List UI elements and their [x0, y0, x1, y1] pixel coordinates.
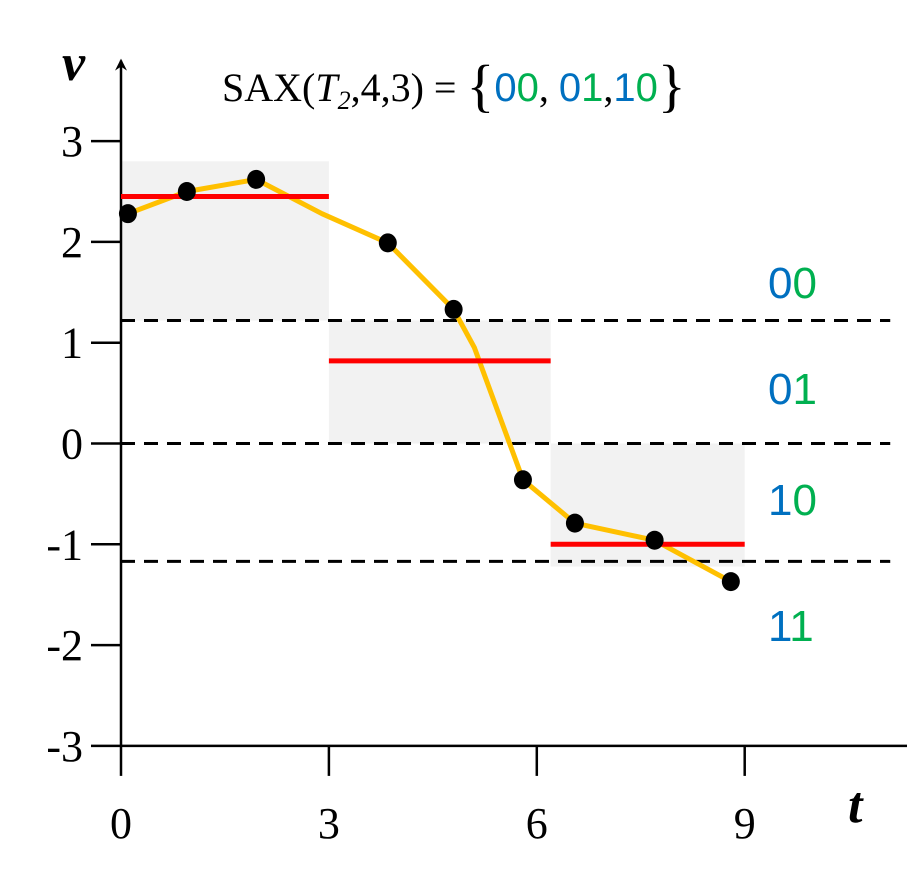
data-point-6: [566, 514, 584, 533]
region-label-00: 00: [768, 259, 817, 308]
region-label-bit: 1: [792, 365, 816, 414]
title-open-brace: {: [466, 53, 494, 118]
x-tick-label-0: 0: [110, 799, 132, 848]
y-tick-label-5: 2: [61, 218, 83, 267]
title-word-01: 01: [559, 66, 604, 110]
region-label-bit: 0: [768, 259, 792, 308]
y-tick-label-0: -3: [46, 722, 83, 771]
region-label-bit: 0: [792, 259, 816, 308]
y-axis-label: v: [62, 35, 86, 92]
shaded-region-2: [551, 444, 745, 567]
x-tick-label-1: 3: [318, 799, 340, 848]
region-label-bit: 0: [792, 476, 816, 525]
data-point-8: [722, 572, 740, 591]
title-suffix: ,4,3) =: [351, 65, 467, 110]
region-label-11: 11: [768, 602, 814, 651]
data-point-7: [646, 531, 664, 550]
data-point-3: [379, 233, 397, 252]
region-label-10: 10: [768, 476, 817, 525]
title-word-10: 10: [613, 66, 658, 110]
title-variable: T: [315, 65, 340, 110]
y-tick-label-2: -1: [46, 520, 83, 569]
title-word-bit: 1: [613, 66, 635, 110]
region-label-bit: 1: [768, 476, 792, 525]
title-word-bit: 0: [559, 66, 581, 110]
title-word-bit: 0: [494, 66, 516, 110]
chart-title: SAX(T2,4,3) = {00, 01,10}: [222, 53, 686, 118]
y-tick-label-6: 3: [61, 117, 83, 166]
y-tick-label-4: 1: [61, 319, 83, 368]
shaded-region-1: [329, 321, 551, 444]
title-separator: ,: [603, 65, 613, 110]
title-word-bit: 1: [581, 66, 603, 110]
y-tick-label-3: 0: [61, 420, 83, 469]
region-label-bit: 1: [789, 602, 813, 651]
y-tick-label-1: -2: [46, 621, 83, 670]
x-axis-label: t: [848, 777, 864, 834]
shaded-regions: [121, 161, 745, 566]
title-word-bit: 0: [517, 66, 539, 110]
title-word-bit: 0: [636, 66, 658, 110]
data-point-5: [514, 470, 532, 489]
title-prefix: SAX(: [222, 65, 315, 110]
region-label-01: 01: [768, 365, 817, 414]
title-word-00: 00: [494, 66, 539, 110]
x-tick-label-3: 9: [734, 799, 756, 848]
data-point-4: [445, 300, 463, 319]
title-subscript: 2: [338, 86, 351, 115]
x-tick-label-2: 6: [526, 799, 548, 848]
data-point-0: [119, 204, 137, 223]
title-separator: ,: [539, 65, 559, 110]
region-label-bit: 0: [768, 365, 792, 414]
data-point-2: [247, 170, 265, 189]
region-label-bit: 1: [768, 602, 791, 651]
data-point-1: [178, 182, 196, 201]
title-close-brace: }: [658, 53, 686, 118]
